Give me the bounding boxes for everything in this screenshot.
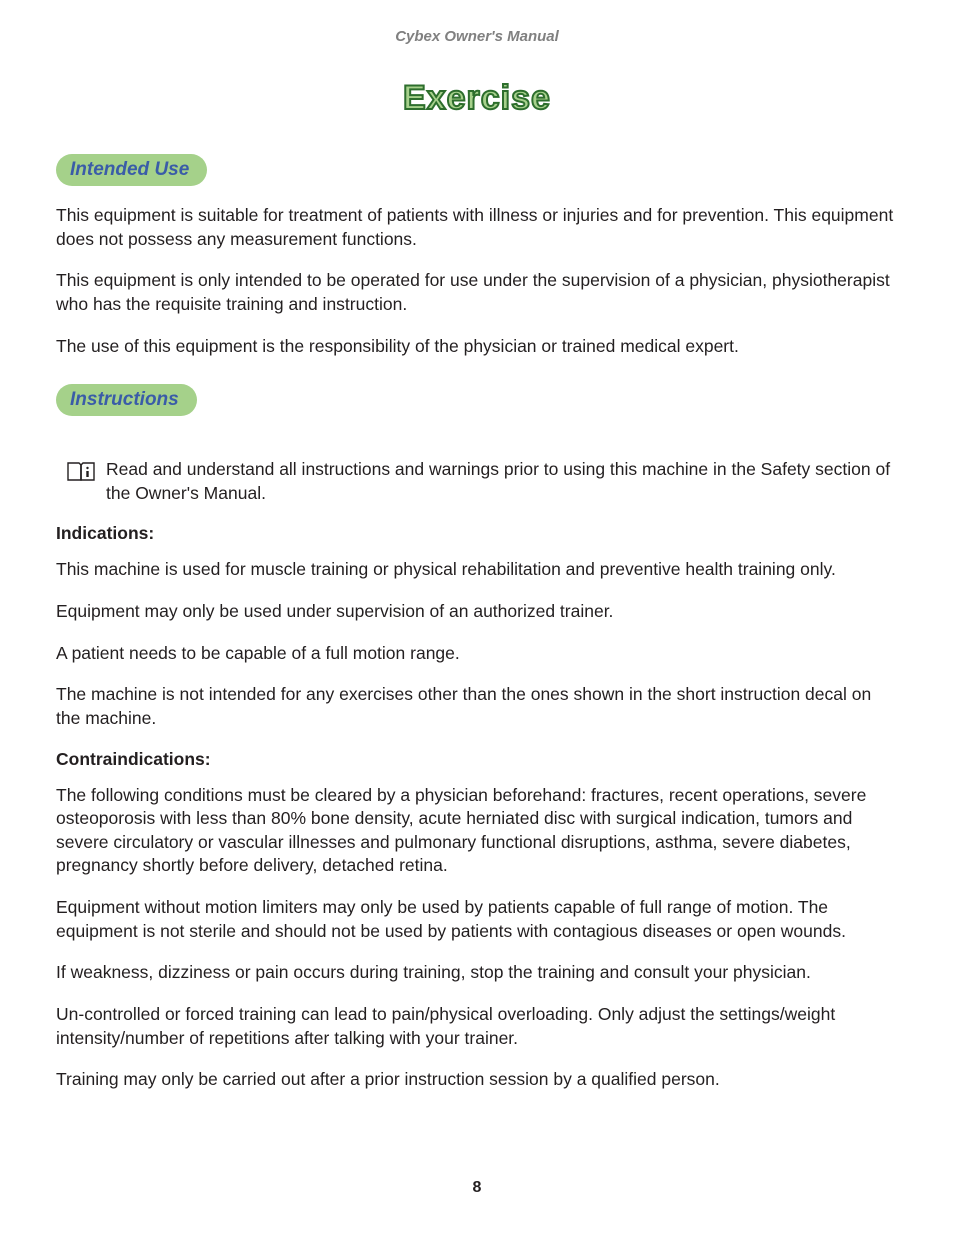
instruction-note-text: Read and understand all instructions and… <box>106 458 898 505</box>
intended-use-para-2: This equipment is only intended to be op… <box>56 269 898 316</box>
chapter-title-text: Exercise <box>403 79 551 117</box>
intended-use-para-1: This equipment is suitable for treatment… <box>56 204 898 251</box>
contraindications-para-3: If weakness, dizziness or pain occurs du… <box>56 961 898 985</box>
contraindications-para-1: The following conditions must be cleared… <box>56 784 898 879</box>
contraindications-heading: Contraindications: <box>56 749 898 770</box>
section-pill-intended-use: Intended Use <box>56 154 207 186</box>
contraindications-para-5: Training may only be carried out after a… <box>56 1068 898 1092</box>
chapter-title: Exercise <box>56 79 898 118</box>
indications-para-1: This machine is used for muscle training… <box>56 558 898 582</box>
section-pill-instructions: Instructions <box>56 384 197 416</box>
page-number: 8 <box>0 1179 954 1197</box>
running-header: Cybex Owner's Manual <box>56 28 898 45</box>
instruction-note: Read and understand all instructions and… <box>66 458 898 505</box>
indications-para-3: A patient needs to be capable of a full … <box>56 642 898 666</box>
indications-para-4: The machine is not intended for any exer… <box>56 683 898 730</box>
intended-use-para-3: The use of this equipment is the respons… <box>56 335 898 359</box>
indications-para-2: Equipment may only be used under supervi… <box>56 600 898 624</box>
manual-info-icon <box>66 460 96 487</box>
contraindications-para-2: Equipment without motion limiters may on… <box>56 896 898 943</box>
indications-heading: Indications: <box>56 523 898 544</box>
section-label: Intended Use <box>70 159 189 180</box>
contraindications-para-4: Un-controlled or forced training can lea… <box>56 1003 898 1050</box>
section-label: Instructions <box>70 389 179 410</box>
